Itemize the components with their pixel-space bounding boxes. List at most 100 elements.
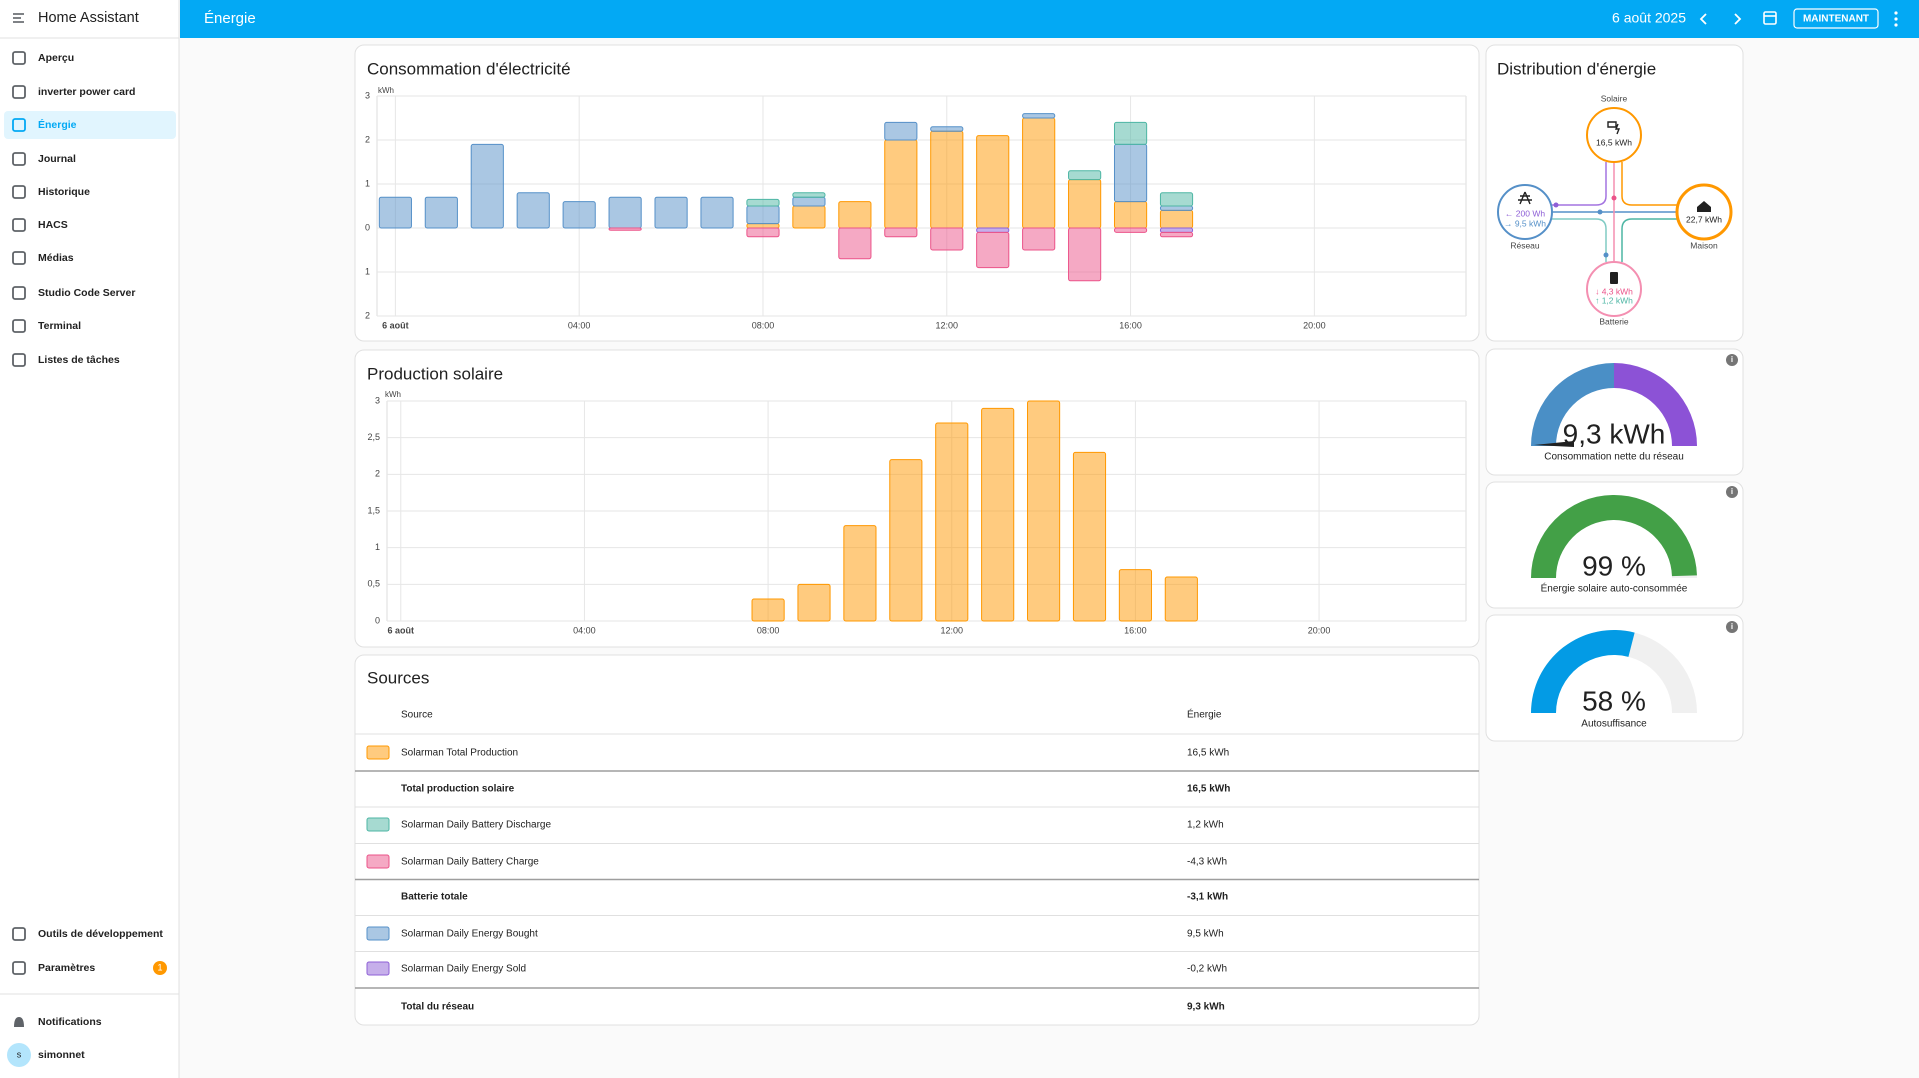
bar: [981, 407, 1015, 622]
grid-node[interactable]: [1497, 184, 1553, 240]
nav-item[interactable]: Médias: [38, 252, 74, 264]
bar: [1068, 170, 1102, 181]
info-icon[interactable]: [1726, 486, 1738, 498]
bar: [1159, 227, 1194, 233]
menu-icon[interactable]: [13, 13, 24, 23]
y-tick-label: 0,5: [367, 579, 380, 589]
selected-highlight: [4, 111, 176, 139]
nav-item[interactable]: Énergie: [38, 118, 77, 131]
nav-icon: [12, 118, 26, 132]
prev-button[interactable]: [1699, 13, 1707, 25]
bar: [838, 227, 872, 260]
bar: [700, 196, 734, 229]
x-tick-label: 04:00: [573, 625, 596, 635]
y-unit: kWh: [385, 390, 401, 399]
nav-item[interactable]: Studio Code Server: [38, 287, 135, 299]
bar: [1113, 201, 1148, 229]
sidebar: [0, 0, 179, 1078]
node-label: Maison: [1690, 240, 1718, 250]
y-tick-label: 2,5: [367, 432, 380, 442]
y-tick-label: 0: [365, 222, 370, 232]
y-tick-label: 1,5: [367, 505, 380, 515]
source-energy: -4,3 kWh: [1187, 857, 1227, 868]
node-label: Solaire: [1601, 93, 1628, 103]
user-name[interactable]: simonnet: [38, 1049, 85, 1061]
x-tick-label: 08:00: [752, 320, 775, 330]
grid-icon: [1518, 191, 1532, 205]
bar: [792, 205, 826, 229]
source-swatch: [366, 961, 390, 976]
gauge-arc: [1531, 494, 1697, 578]
nav-item[interactable]: Outils de développement: [38, 928, 163, 940]
nav-icon: [12, 319, 26, 333]
card-title: Production solaire: [367, 364, 503, 383]
x-tick-label: 12:00: [936, 320, 959, 330]
bar: [746, 223, 780, 229]
next-button[interactable]: [1734, 13, 1742, 25]
solar-icon: [1607, 121, 1621, 135]
nav-item[interactable]: Aperçu: [38, 52, 74, 64]
bar: [1022, 113, 1056, 119]
info-icon[interactable]: [1726, 354, 1738, 366]
x-tick-label: 04:00: [568, 320, 591, 330]
sources-card: [354, 654, 1480, 1026]
nav-item[interactable]: Paramètres: [38, 962, 95, 974]
card-title: Sources: [367, 668, 429, 687]
source-energy: 16,5 kWh: [1187, 748, 1229, 759]
nav-item[interactable]: Historique: [38, 186, 90, 198]
node-label: Réseau: [1510, 240, 1540, 250]
bar: [1072, 451, 1107, 622]
nav-item[interactable]: Notifications: [38, 1016, 102, 1028]
source-swatch: [366, 926, 390, 941]
source-swatch: [366, 854, 390, 869]
now-button-label[interactable]: MAINTENANT: [1803, 14, 1869, 25]
bar: [1027, 400, 1061, 622]
node-value: ↓ 4,3 kWh: [1595, 286, 1633, 296]
source-name: Total du réseau: [401, 1002, 474, 1013]
bar: [797, 583, 831, 622]
bar: [654, 196, 688, 229]
source-swatch: [366, 745, 390, 760]
x-tick-label: 6 août: [388, 625, 415, 635]
battery-icon: [1610, 272, 1618, 284]
nav-item[interactable]: Journal: [38, 153, 76, 165]
more-button[interactable]: [1894, 11, 1898, 27]
battery-node[interactable]: [1586, 261, 1642, 317]
date-label: 6 août 2025: [1612, 10, 1686, 26]
nav-item[interactable]: inverter power card: [38, 86, 135, 98]
bar: [746, 205, 780, 225]
calendar-button[interactable]: [1763, 11, 1777, 25]
nav-icon: [12, 85, 26, 99]
source-energy: 1,2 kWh: [1187, 820, 1224, 831]
now-button[interactable]: [1793, 8, 1879, 29]
bar: [1022, 227, 1056, 251]
bar: [746, 227, 780, 238]
bar: [930, 227, 964, 251]
bar: [884, 139, 918, 229]
x-tick-label: 12:00: [940, 625, 963, 635]
bar: [1113, 227, 1148, 233]
bar: [976, 231, 1010, 269]
source-name: Solarman Total Production: [401, 748, 518, 759]
y-tick-label: 1: [375, 542, 380, 552]
node-value: ← 200 Wh: [1505, 208, 1545, 218]
nav-icon: [12, 927, 26, 941]
info-glyph: i: [1731, 355, 1733, 364]
bar: [884, 227, 918, 238]
nav-icon: [12, 961, 26, 975]
column-header: Source: [401, 710, 433, 721]
nav-item[interactable]: Listes de tâches: [38, 354, 120, 366]
nav-item[interactable]: HACS: [38, 219, 68, 231]
node-label: Batterie: [1599, 316, 1629, 326]
nav-icon: [12, 251, 26, 265]
source-energy: 9,3 kWh: [1187, 1002, 1225, 1013]
home-icon: [1697, 201, 1711, 212]
source-name: Solarman Daily Energy Bought: [401, 929, 538, 940]
solar-node[interactable]: [1586, 107, 1642, 163]
bar: [424, 196, 458, 229]
nav-item[interactable]: Terminal: [38, 320, 81, 332]
bar: [1159, 205, 1194, 211]
flow-dot: [1597, 209, 1603, 215]
info-icon[interactable]: [1726, 621, 1738, 633]
bar: [562, 201, 596, 229]
